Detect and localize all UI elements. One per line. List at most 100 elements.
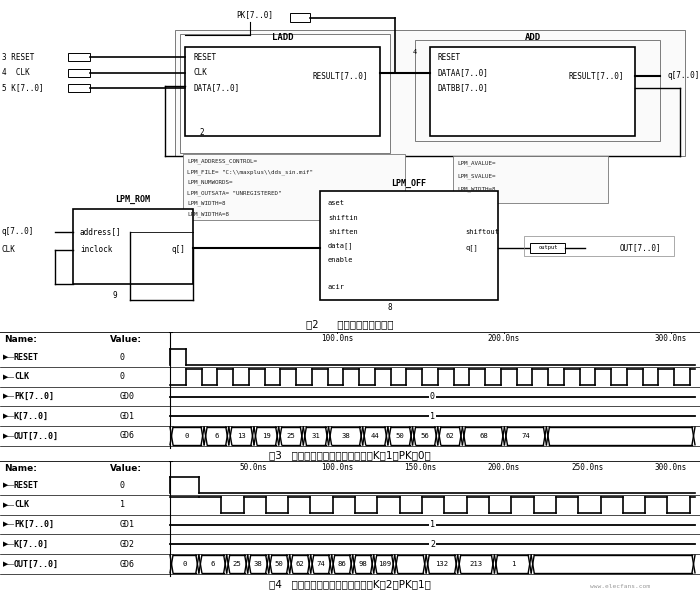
Text: ▶—: ▶— bbox=[3, 413, 15, 419]
Text: 86: 86 bbox=[338, 561, 346, 567]
Text: 50.0ns: 50.0ns bbox=[239, 462, 267, 472]
Text: 200.0ns: 200.0ns bbox=[488, 462, 520, 472]
Text: 300.0ns: 300.0ns bbox=[654, 334, 687, 343]
Text: ▶—: ▶— bbox=[3, 482, 15, 488]
Text: GD0: GD0 bbox=[120, 392, 135, 401]
Text: K[7..0]: K[7..0] bbox=[14, 540, 49, 549]
Bar bbox=[183, 154, 405, 220]
Text: address[]: address[] bbox=[80, 227, 122, 236]
Text: OUT[7..0]: OUT[7..0] bbox=[14, 559, 59, 569]
Text: 38: 38 bbox=[254, 561, 262, 567]
Text: 6: 6 bbox=[214, 433, 218, 439]
Text: RESET: RESET bbox=[193, 53, 216, 62]
Text: 109: 109 bbox=[377, 561, 391, 567]
Text: 150.0ns: 150.0ns bbox=[404, 462, 437, 472]
Bar bbox=[320, 192, 498, 300]
Bar bbox=[430, 48, 635, 136]
Text: 25: 25 bbox=[233, 561, 242, 567]
Text: Name:: Name: bbox=[4, 464, 37, 473]
Bar bbox=[415, 40, 660, 141]
Text: q[]: q[] bbox=[465, 245, 477, 251]
Text: PK[7..0]: PK[7..0] bbox=[14, 520, 54, 529]
Bar bbox=[453, 156, 608, 204]
Bar bbox=[68, 84, 90, 92]
Text: ▶—: ▶— bbox=[3, 354, 15, 360]
Text: inclock: inclock bbox=[80, 245, 113, 254]
Text: 300.0ns: 300.0ns bbox=[654, 462, 687, 472]
Text: LPM_ADDRESS_CONTROL=: LPM_ADDRESS_CONTROL= bbox=[187, 159, 257, 164]
Text: 74: 74 bbox=[521, 433, 530, 439]
Text: LPM_WIDTHA=8: LPM_WIDTHA=8 bbox=[187, 211, 229, 217]
Text: 19: 19 bbox=[262, 433, 271, 439]
Text: aset: aset bbox=[328, 201, 345, 207]
Text: LPM_OUTSATA= "UNREGISTERED": LPM_OUTSATA= "UNREGISTERED" bbox=[187, 190, 281, 196]
Text: DATA[7..0]: DATA[7..0] bbox=[193, 83, 239, 92]
Text: GD6: GD6 bbox=[120, 559, 135, 569]
Text: K[7..0]: K[7..0] bbox=[14, 412, 49, 421]
Text: 0: 0 bbox=[120, 481, 125, 490]
Text: LPM_OFF: LPM_OFF bbox=[391, 179, 426, 188]
Text: Value:: Value: bbox=[110, 464, 142, 473]
Text: 38: 38 bbox=[341, 433, 350, 439]
Text: LADD: LADD bbox=[272, 33, 294, 41]
Bar bbox=[73, 209, 193, 284]
Text: shiften: shiften bbox=[328, 229, 358, 235]
Text: ADD: ADD bbox=[525, 33, 541, 41]
Text: 100.0ns: 100.0ns bbox=[321, 334, 353, 343]
Text: ▶—: ▶— bbox=[3, 502, 15, 508]
Text: 31: 31 bbox=[312, 433, 321, 439]
Text: RESULT[7..0]: RESULT[7..0] bbox=[312, 71, 368, 80]
Text: acir: acir bbox=[328, 284, 345, 290]
Text: OUT[7..0]: OUT[7..0] bbox=[14, 431, 59, 440]
Text: 5 K[7..0]: 5 K[7..0] bbox=[2, 83, 43, 92]
Text: LPM_NUMWORDS=: LPM_NUMWORDS= bbox=[187, 179, 232, 185]
Text: CLK: CLK bbox=[193, 68, 207, 77]
Text: 68: 68 bbox=[479, 433, 488, 439]
Text: 2: 2 bbox=[199, 129, 204, 137]
Text: q[7..0]: q[7..0] bbox=[2, 227, 34, 236]
Text: Name:: Name: bbox=[4, 336, 37, 345]
Text: www.elecfans.com: www.elecfans.com bbox=[590, 584, 650, 589]
Text: 100.0ns: 100.0ns bbox=[321, 462, 353, 472]
Text: data[]: data[] bbox=[328, 242, 354, 249]
Bar bbox=[524, 235, 674, 256]
Text: ▶—: ▶— bbox=[3, 393, 15, 400]
Text: LPM_WIDTH=8: LPM_WIDTH=8 bbox=[457, 187, 496, 192]
Text: 200.0ns: 200.0ns bbox=[488, 334, 520, 343]
Text: 62: 62 bbox=[296, 561, 304, 567]
Text: 图4   跳频通信频率合成器仿真图（K＝2，PK＝1）: 图4 跳频通信频率合成器仿真图（K＝2，PK＝1） bbox=[269, 579, 431, 589]
Text: 9: 9 bbox=[113, 291, 118, 300]
Text: 44: 44 bbox=[371, 433, 379, 439]
Text: OUT[7..0]: OUT[7..0] bbox=[620, 243, 662, 253]
Text: RESULT[7..0]: RESULT[7..0] bbox=[568, 71, 624, 80]
Text: RESET: RESET bbox=[14, 481, 39, 490]
Text: DATBB[7..0]: DATBB[7..0] bbox=[438, 83, 489, 92]
Text: 0: 0 bbox=[430, 392, 435, 401]
Text: 0: 0 bbox=[120, 372, 125, 381]
Text: 0: 0 bbox=[185, 433, 189, 439]
Text: CLK: CLK bbox=[2, 245, 16, 254]
Text: LPM_FILE= "C:\\maxplus\\dds_sin.mif": LPM_FILE= "C:\\maxplus\\dds_sin.mif" bbox=[187, 169, 313, 174]
Text: shiftout: shiftout bbox=[465, 229, 499, 235]
Text: ▶—: ▶— bbox=[3, 541, 15, 547]
Text: GD1: GD1 bbox=[120, 412, 135, 421]
Bar bbox=[290, 13, 310, 22]
Text: RESET: RESET bbox=[438, 53, 461, 62]
Text: shiftin: shiftin bbox=[328, 215, 358, 221]
Text: 6: 6 bbox=[211, 561, 215, 567]
Text: 250.0ns: 250.0ns bbox=[571, 462, 603, 472]
Bar bbox=[185, 48, 380, 136]
Text: LPM_SVALUE=: LPM_SVALUE= bbox=[457, 173, 496, 179]
Text: 98: 98 bbox=[359, 561, 368, 567]
Text: RESET: RESET bbox=[14, 353, 39, 362]
Bar bbox=[530, 243, 565, 253]
Text: LPM_WIDTH=8: LPM_WIDTH=8 bbox=[187, 201, 225, 206]
Text: 图3   跳频通信频率合成器仿真图（K＝1，PK＝0）: 图3 跳频通信频率合成器仿真图（K＝1，PK＝0） bbox=[269, 451, 431, 461]
Text: 213: 213 bbox=[470, 561, 482, 567]
Text: Value:: Value: bbox=[110, 336, 142, 345]
Text: 8: 8 bbox=[388, 303, 392, 312]
Bar bbox=[175, 30, 685, 156]
Text: 132: 132 bbox=[435, 561, 449, 567]
Text: CLK: CLK bbox=[14, 372, 29, 381]
Text: 1: 1 bbox=[430, 520, 435, 529]
